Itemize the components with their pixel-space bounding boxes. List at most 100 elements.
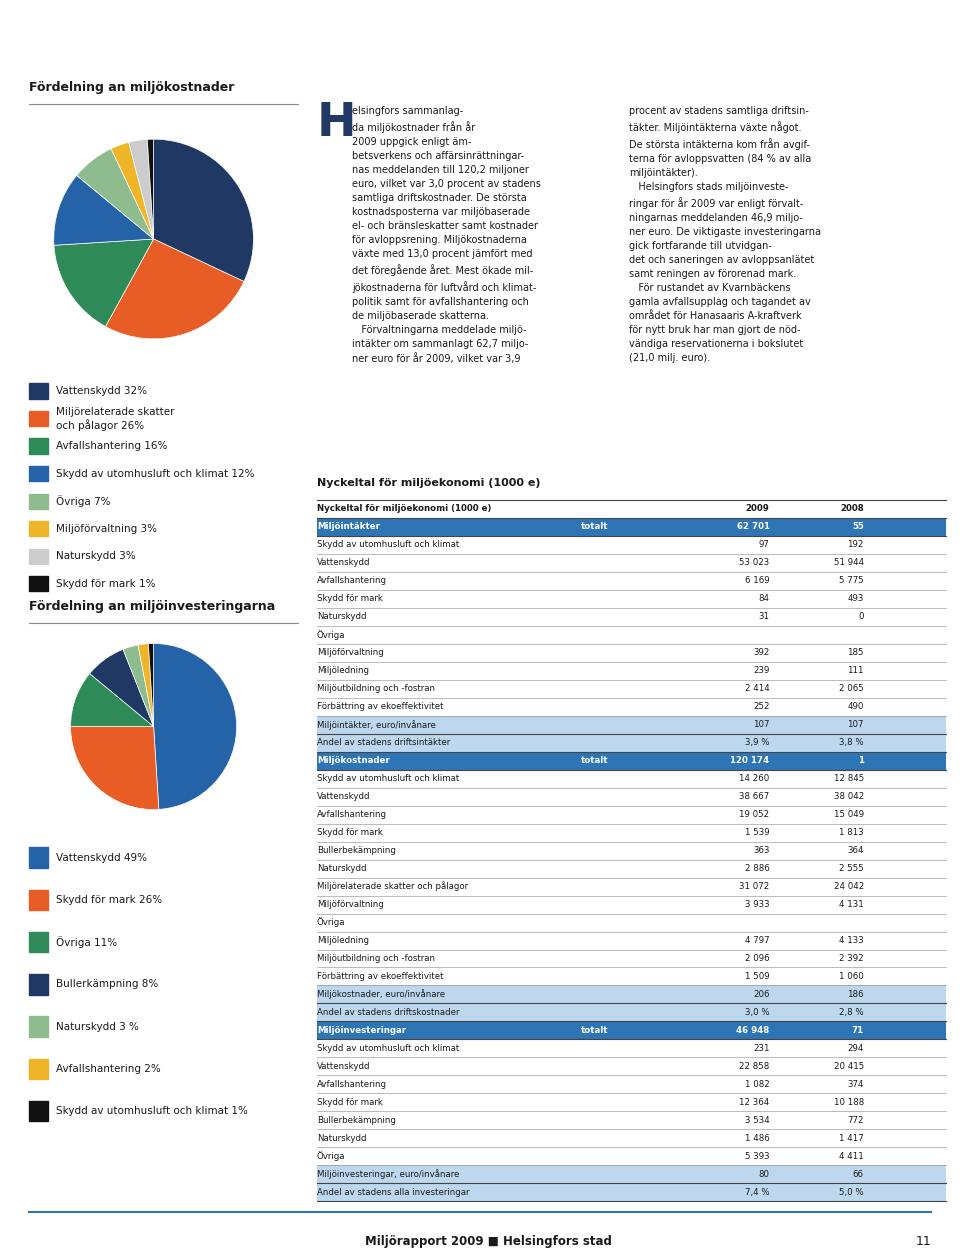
Text: 2 096: 2 096: [745, 954, 770, 964]
Text: Miljöförvaltning: Miljöförvaltning: [317, 899, 384, 910]
Text: Övriga: Övriga: [317, 1151, 346, 1161]
Bar: [317, 518, 946, 536]
Text: 3 933: 3 933: [745, 899, 770, 910]
Text: Vattenskydd: Vattenskydd: [317, 793, 371, 801]
Text: Miljöledning: Miljöledning: [317, 936, 369, 945]
Text: Avfallshantering 16%: Avfallshantering 16%: [56, 442, 167, 452]
Text: Bullerbekämpning: Bullerbekämpning: [317, 847, 396, 855]
Text: Skydd av utomhusluft och klimat: Skydd av utomhusluft och klimat: [317, 1044, 459, 1053]
Text: 20 415: 20 415: [833, 1062, 864, 1071]
Text: 5 393: 5 393: [745, 1152, 770, 1161]
Text: totalt: totalt: [581, 1027, 609, 1035]
Text: 363: 363: [753, 847, 770, 855]
Text: 374: 374: [848, 1079, 864, 1089]
Wedge shape: [106, 239, 244, 338]
Text: 66: 66: [852, 1170, 864, 1179]
Text: 392: 392: [754, 648, 770, 657]
Text: 294: 294: [848, 1044, 864, 1053]
Text: 2008: 2008: [840, 504, 864, 513]
Wedge shape: [129, 140, 154, 239]
Bar: [29, 521, 48, 536]
Text: 2 065: 2 065: [839, 684, 864, 693]
Text: 24 042: 24 042: [833, 882, 864, 891]
Text: 10 188: 10 188: [833, 1098, 864, 1107]
Text: Miljöförvaltning 3%: Miljöförvaltning 3%: [56, 523, 156, 533]
Text: Skydd av utomhusluft och klimat: Skydd av utomhusluft och klimat: [317, 774, 459, 782]
Text: Nyckeltal för miljöekonomi (1000 e): Nyckeltal för miljöekonomi (1000 e): [317, 478, 540, 488]
Text: Skydd av utomhusluft och klimat: Skydd av utomhusluft och klimat: [317, 540, 459, 550]
Text: Miljöledning: Miljöledning: [317, 667, 369, 676]
Wedge shape: [111, 142, 154, 239]
Text: Miljökostnader, euro/invånare: Miljökostnader, euro/invånare: [317, 990, 444, 999]
Text: 0: 0: [858, 613, 864, 621]
Wedge shape: [154, 643, 236, 809]
Bar: [317, 1165, 946, 1184]
Text: 31 072: 31 072: [739, 882, 770, 891]
Text: Miljörelaterade skatter och pålagor: Miljörelaterade skatter och pålagor: [317, 882, 468, 892]
Text: Skydd för mark: Skydd för mark: [317, 1098, 383, 1107]
Text: 71: 71: [852, 1027, 864, 1035]
Text: Skydd för mark: Skydd för mark: [317, 828, 383, 837]
Text: 2 414: 2 414: [745, 684, 770, 693]
Text: 55: 55: [852, 522, 864, 531]
Text: Andel av stadens driftsintäkter: Andel av stadens driftsintäkter: [317, 738, 450, 747]
Text: H: H: [317, 101, 356, 146]
Text: Skydd för mark: Skydd för mark: [317, 594, 383, 603]
Bar: [29, 1101, 48, 1121]
Wedge shape: [154, 140, 253, 282]
Text: 1 417: 1 417: [839, 1133, 864, 1144]
Wedge shape: [54, 239, 154, 327]
Text: Miljörelaterade skatter
och pålagor 26%: Miljörelaterade skatter och pålagor 26%: [56, 406, 174, 430]
Text: Andel av stadens alla investeringar: Andel av stadens alla investeringar: [317, 1188, 469, 1196]
Bar: [317, 1004, 946, 1021]
Text: 192: 192: [848, 540, 864, 550]
Text: 31: 31: [758, 613, 770, 621]
Text: 493: 493: [848, 594, 864, 603]
Wedge shape: [138, 644, 154, 726]
Text: Vattenskydd 32%: Vattenskydd 32%: [56, 386, 147, 396]
Text: 1: 1: [858, 756, 864, 765]
Bar: [29, 1016, 48, 1037]
Wedge shape: [71, 673, 154, 726]
Wedge shape: [89, 649, 154, 726]
Text: Bullerkämpning 8%: Bullerkämpning 8%: [56, 980, 158, 989]
Text: Bullerbekämpning: Bullerbekämpning: [317, 1116, 396, 1125]
Text: Förbättring av ekoeffektivitet: Förbättring av ekoeffektivitet: [317, 972, 444, 981]
Bar: [29, 889, 48, 911]
Text: 1 082: 1 082: [745, 1079, 770, 1089]
Text: Förbättring av ekoeffektivitet: Förbättring av ekoeffektivitet: [317, 702, 444, 711]
Text: Avfallshantering: Avfallshantering: [317, 1079, 387, 1089]
Text: Vattenskydd: Vattenskydd: [317, 559, 371, 567]
Text: Övriga 11%: Övriga 11%: [56, 936, 117, 949]
Text: Miljöinvesteringar: Miljöinvesteringar: [317, 1027, 406, 1035]
Text: Miljöutbildning och -fostran: Miljöutbildning och -fostran: [317, 954, 435, 964]
Wedge shape: [149, 643, 154, 726]
Text: 22 858: 22 858: [739, 1062, 770, 1071]
Bar: [317, 751, 946, 770]
Text: Övriga: Övriga: [317, 630, 346, 639]
Text: procent av stadens samtliga driftsin-
täkter. Miljöintäkterna växte något.
De st: procent av stadens samtliga driftsin- tä…: [629, 106, 821, 362]
Text: 239: 239: [754, 667, 770, 676]
Text: 53 023: 53 023: [739, 559, 770, 567]
Text: 15 049: 15 049: [833, 810, 864, 819]
Bar: [29, 576, 48, 591]
Text: 364: 364: [848, 847, 864, 855]
Text: 38 667: 38 667: [739, 793, 770, 801]
Text: 97: 97: [758, 540, 770, 550]
Text: 3,8 %: 3,8 %: [839, 738, 864, 747]
Wedge shape: [147, 140, 154, 239]
Text: 4 411: 4 411: [839, 1152, 864, 1161]
Text: 14 260: 14 260: [739, 774, 770, 782]
Text: 2 555: 2 555: [839, 864, 864, 873]
Text: 206: 206: [753, 990, 770, 999]
Text: 62 701: 62 701: [736, 522, 770, 531]
Bar: [29, 465, 48, 482]
Text: Nyckeltal för miljöekonomi (1000 e): Nyckeltal för miljöekonomi (1000 e): [317, 504, 492, 513]
Text: Vattenskydd 49%: Vattenskydd 49%: [56, 853, 147, 863]
Wedge shape: [71, 726, 158, 809]
Text: 231: 231: [753, 1044, 770, 1053]
Bar: [29, 439, 48, 454]
Wedge shape: [54, 175, 154, 245]
Text: Skydd av utomhusluft och klimat 12%: Skydd av utomhusluft och klimat 12%: [56, 469, 254, 479]
Text: 11: 11: [916, 1234, 931, 1248]
